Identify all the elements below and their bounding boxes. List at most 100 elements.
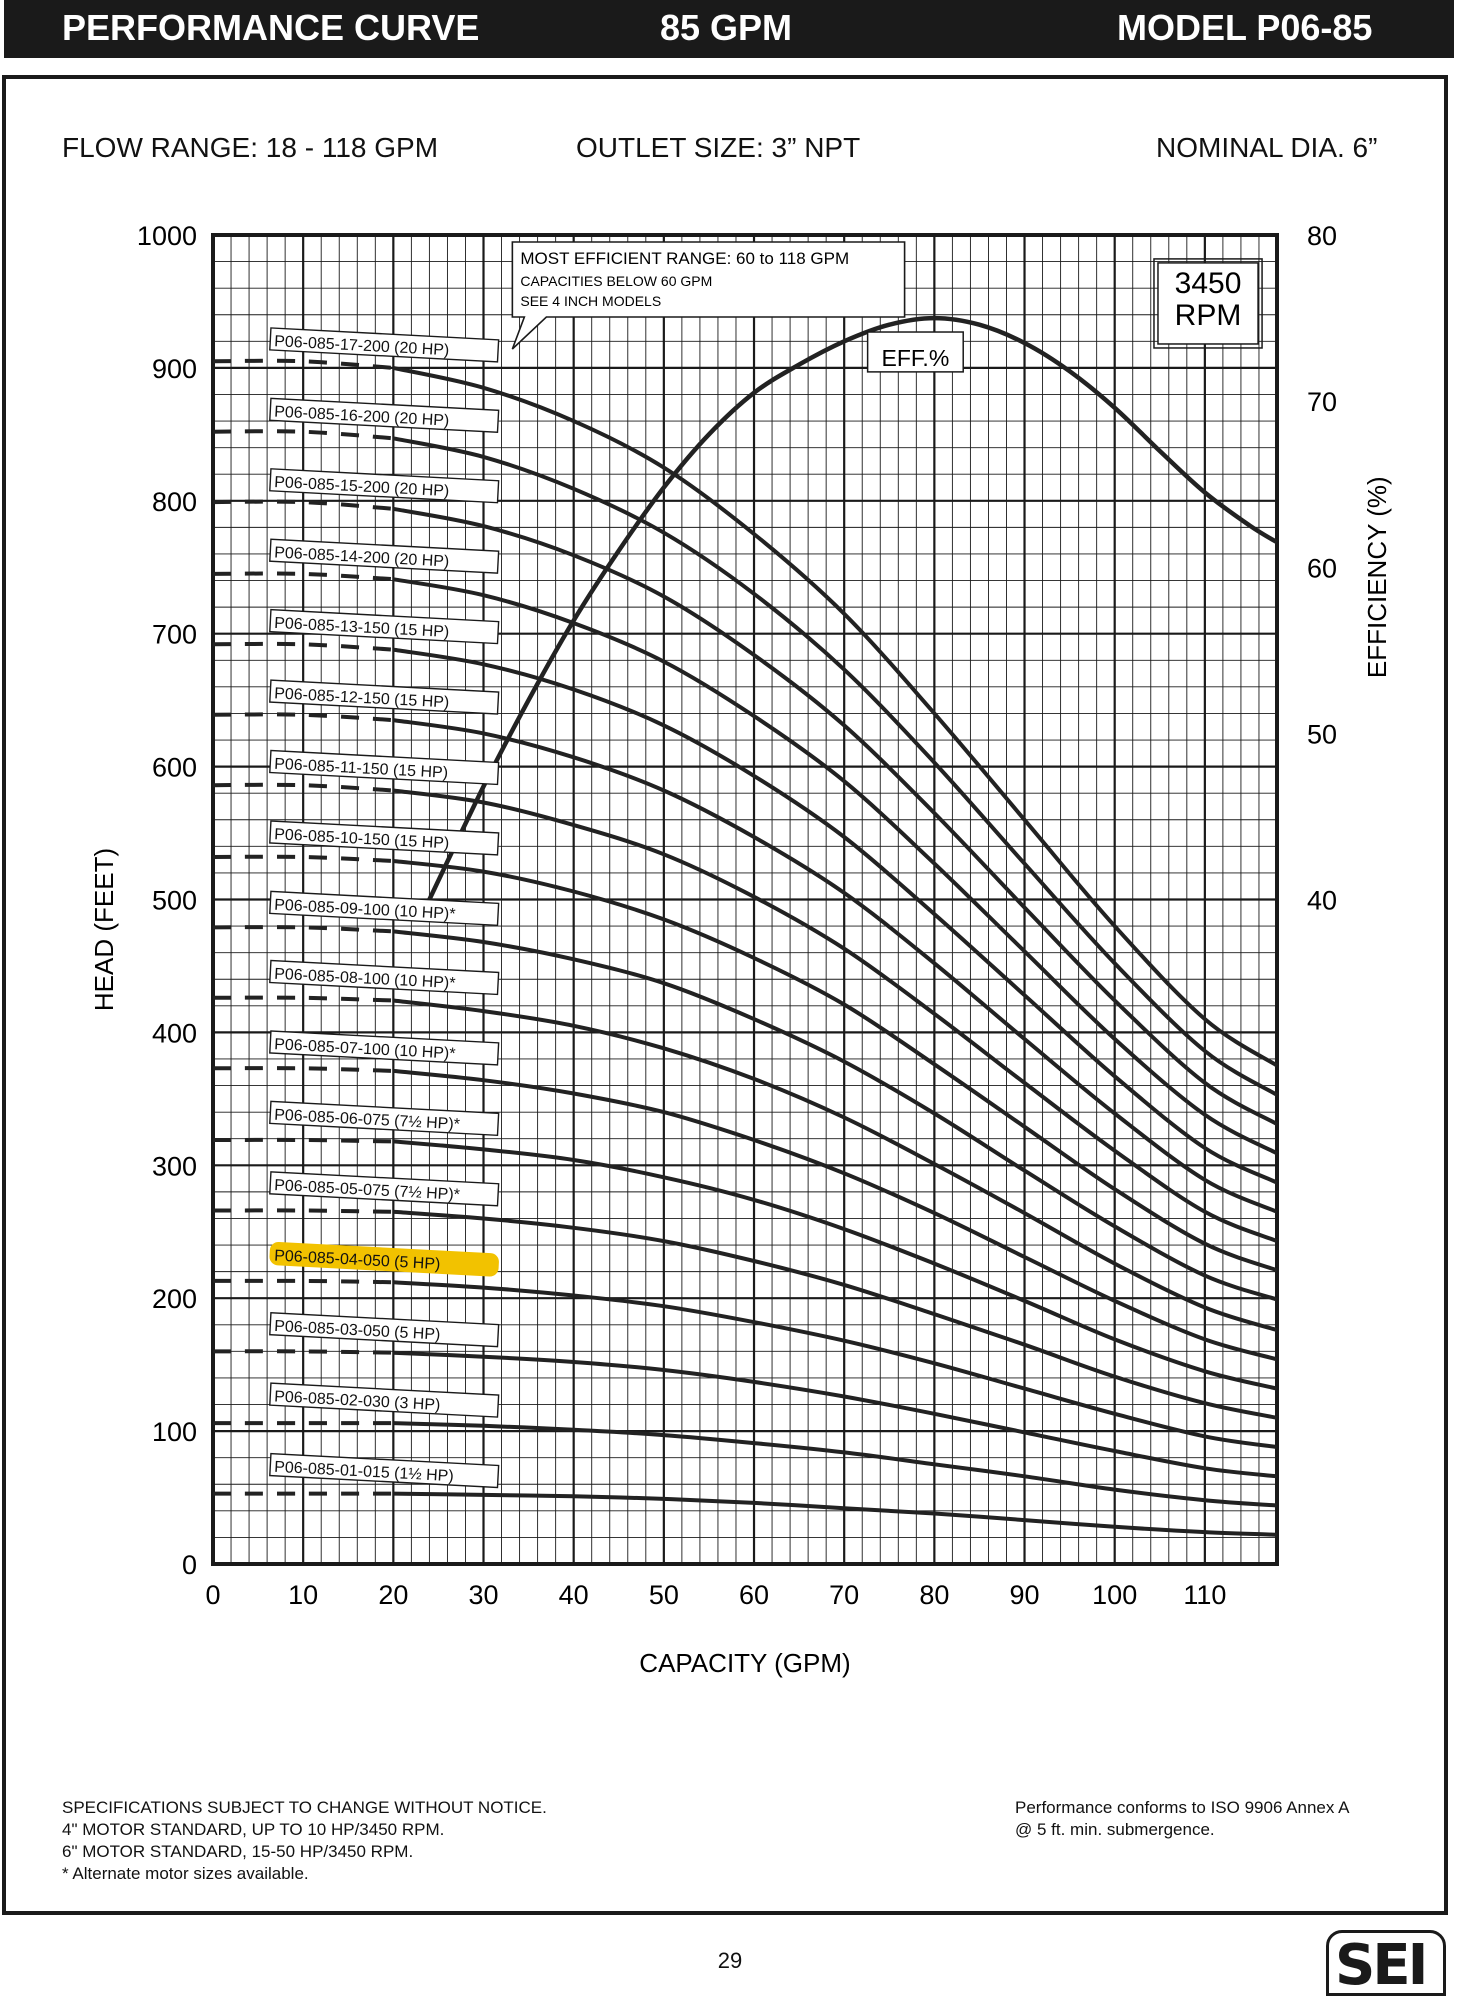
rpm-box [1157,262,1259,345]
efficient-range-callout [511,241,906,350]
head-curves [212,358,1279,1537]
efficiency-curve [427,315,1279,901]
head-curve [392,577,1278,1156]
y-tick-label: 100 [152,1417,197,1447]
head-curve [393,1209,1278,1420]
y-tick-label: 800 [152,487,197,517]
logo-text: SEI [1335,1933,1428,1996]
head-curve [393,998,1278,1333]
series-label-box [269,1311,500,1348]
header-flow: 85 GPM [660,7,793,48]
x-tick-label: 50 [649,1580,679,1610]
series-label-box [269,1241,499,1277]
head-curve [393,1350,1278,1479]
eff-label-box [866,331,964,373]
efficiency-curve-group [427,315,1279,901]
x-axis-label: CAPACITY (GPM) [639,1648,850,1678]
series-label-box [269,890,500,927]
x-tick-label: 80 [919,1580,949,1610]
performance-note: @ 5 ft. min. submergence. [1015,1820,1215,1839]
y-axis-label: HEAD (FEET) [89,848,119,1011]
series-label-box [269,1100,500,1137]
y2-axis-label: EFFICIENCY (%) [1362,476,1392,678]
head-curve [393,1139,1278,1391]
chart-frame [2,75,1448,1915]
head-curve [392,436,1279,1097]
footer-note: * Alternate motor sizes available. [62,1864,309,1883]
head-curve [393,788,1278,1243]
performance-note: Performance conforms to ISO 9906 Annex A [1015,1798,1350,1817]
head-curve [393,718,1278,1214]
y2-tick-label: 70 [1307,387,1337,417]
header-model: MODEL P06-85 [1117,7,1373,48]
outlet-size: OUTLET SIZE: 3” NPT [576,132,861,163]
series-label-box [269,1171,500,1207]
series-label-box [269,1382,500,1418]
x-tick-label: 0 [205,1580,220,1610]
series-label-box [269,959,500,996]
y-tick-label: 0 [182,1550,197,1580]
x-tick-label: 60 [739,1580,769,1610]
x-tick-label: 100 [1092,1580,1137,1610]
y-tick-label: 500 [152,886,197,916]
head-curve [392,506,1278,1126]
x-tick-label: 30 [468,1580,498,1610]
chart-annotations: MOST EFFICIENT RANGE: 60 to 118 GPM CAPAC… [511,241,1263,373]
y2-tick-label: 60 [1307,553,1337,583]
head-curve [392,647,1278,1185]
y2-tick-label: 50 [1307,719,1337,749]
series-label-box [269,679,500,715]
x-tick-label: 10 [288,1580,318,1610]
page-header: PERFORMANCE CURVE 85 GPM MODEL P06-85 [4,0,1454,58]
annotation-line: SEE 4 INCH MODELS [520,293,661,309]
annotation-line: MOST EFFICIENT RANGE: 60 to 118 GPM [520,249,849,268]
series-label: P06-085-12-150 (15 HP) [269,679,500,715]
y-tick-label: 400 [152,1018,197,1048]
plot-border [211,233,1279,1566]
series-label-box [269,468,500,504]
head-curve [393,1068,1278,1362]
series-label: P06-085-08-100 (10 HP)* [269,959,500,996]
y-tick-label: 600 [152,753,197,783]
y2-tick-label: 40 [1307,886,1337,916]
footer-note: 4" MOTOR STANDARD, UP TO 10 HP/3450 RPM. [62,1820,445,1839]
series-label: P06-085-15-200 (20 HP) [269,468,500,504]
series-labels: P06-085-17-200 (20 HP)P06-085-16-200 (20… [269,327,500,1489]
head-curve [393,1421,1278,1508]
chart-axes: 0 10 20 30 40 50 60 70 80 90 100 110 0 100 200 300 400 50… [89,221,1392,1678]
y-tick-label: 700 [152,620,197,650]
head-curve [393,859,1278,1273]
head-curve [393,1491,1278,1537]
rpm-box-outer [1153,258,1263,349]
y2-tick-label: 80 [1307,221,1337,251]
sei-logo: SEI [1326,1930,1446,1996]
footer-notes: SPECIFICATIONS SUBJECT TO CHANGE WITHOUT… [62,1797,547,1885]
series-label-box [269,327,500,363]
y-tick-label: 1000 [137,221,197,251]
series-label: P06-085-16-200 (20 HP) [269,397,500,433]
series-label-box [269,749,500,786]
x-tick-label: 40 [559,1580,589,1610]
series-label: P06-085-11-150 (15 HP) [269,749,500,786]
x-tick-label: 110 [1183,1580,1226,1610]
x-tick-label: 20 [378,1580,408,1610]
x-tick-label: 90 [1010,1580,1040,1610]
y-tick-label: 200 [152,1284,197,1314]
series-label: P06-085-03-050 (5 HP) [269,1311,500,1348]
page-number: 29 [717,1948,743,1973]
x-tick-label: 70 [829,1580,859,1610]
nominal-diameter: NOMINAL DIA. 6” [1156,132,1378,163]
y-tick-label: 300 [152,1151,197,1181]
rpm-unit: RPM [1175,299,1242,332]
eff-label: EFF.% [882,345,950,371]
flow-range: FLOW RANGE: 18 - 118 GPM [62,132,439,163]
y-tick-label: 900 [152,354,197,384]
series-label-box [269,1030,500,1066]
header-title: PERFORMANCE CURVE [62,7,480,48]
footer-performance: Performance conforms to ISO 9906 Annex A… [1015,1797,1350,1841]
series-label-box [269,538,500,574]
series-label-box [269,397,500,433]
series-label-box [269,608,500,645]
footer-note: SPECIFICATIONS SUBJECT TO CHANGE WITHOUT… [62,1798,547,1817]
